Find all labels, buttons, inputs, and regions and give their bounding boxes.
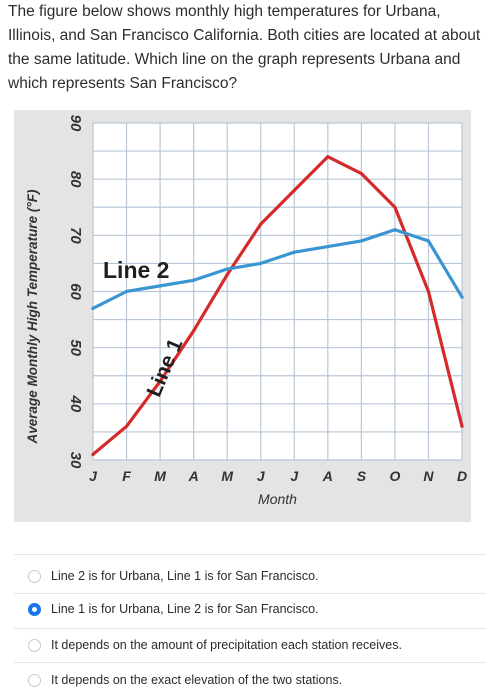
divider bbox=[14, 628, 486, 629]
radio-button-4[interactable] bbox=[28, 673, 41, 687]
temperature-chart-figure: 30 40 50 60 70 80 90 J F M A M J J A S O N D Month Average M… bbox=[14, 110, 471, 522]
series-2-point bbox=[426, 239, 431, 243]
series-1-point bbox=[158, 379, 162, 383]
series-1-point bbox=[393, 205, 397, 209]
x-tick-label: M bbox=[221, 468, 233, 484]
series-2-point bbox=[91, 306, 95, 310]
radio-button-3[interactable] bbox=[28, 638, 41, 652]
series-1-point bbox=[426, 289, 431, 294]
series-2-point bbox=[158, 284, 162, 288]
x-tick-label: D bbox=[457, 468, 467, 484]
series-2-point bbox=[460, 295, 464, 299]
x-axis-label: Month bbox=[258, 491, 297, 507]
y-tick-label: 70 bbox=[67, 227, 84, 244]
answer-option-3[interactable]: It depends on the amount of precipitatio… bbox=[20, 631, 480, 659]
x-tick-label: A bbox=[188, 468, 199, 484]
answer-option-2-label: Line 1 is for Urbana, Line 2 is for San … bbox=[51, 602, 319, 616]
x-tick-label: S bbox=[357, 468, 367, 484]
y-tick-label: 50 bbox=[67, 339, 84, 356]
series-1-point bbox=[91, 452, 95, 456]
answer-option-4-label: It depends on the exact elevation of the… bbox=[51, 673, 343, 687]
x-tick-label: J bbox=[290, 468, 299, 484]
y-tick-label: 60 bbox=[67, 283, 84, 300]
divider bbox=[14, 593, 486, 594]
radio-button-1[interactable] bbox=[28, 569, 41, 583]
x-tick-label: J bbox=[257, 468, 266, 484]
x-tick-label: A bbox=[322, 468, 333, 484]
temperature-chart: 30 40 50 60 70 80 90 J F M A M J J A S O N D Month Average M… bbox=[25, 115, 467, 507]
series-1-point bbox=[192, 329, 196, 333]
answer-option-4[interactable]: It depends on the exact elevation of the… bbox=[20, 666, 480, 694]
answer-option-3-label: It depends on the amount of precipitatio… bbox=[51, 638, 402, 652]
x-tick-label: M bbox=[154, 468, 166, 484]
x-tick-label: N bbox=[423, 468, 434, 484]
divider bbox=[14, 662, 486, 663]
series-1-point bbox=[124, 424, 129, 428]
series-2-point bbox=[326, 244, 330, 249]
series-2-point bbox=[124, 289, 129, 294]
x-tick-label: O bbox=[389, 468, 400, 484]
series-1-point bbox=[292, 188, 296, 192]
series-2-point bbox=[393, 228, 397, 232]
series-2-point bbox=[225, 267, 229, 271]
series-1-point bbox=[326, 155, 330, 159]
y-tick-label: 90 bbox=[67, 115, 84, 132]
y-tick-label: 80 bbox=[67, 171, 84, 188]
series-1-point bbox=[460, 424, 464, 428]
answer-option-1[interactable]: Line 2 is for Urbana, Line 1 is for San … bbox=[20, 562, 480, 590]
series-1-point bbox=[225, 273, 229, 277]
question-text: The figure below shows monthly high temp… bbox=[8, 3, 481, 92]
series-2-point bbox=[359, 239, 363, 243]
divider bbox=[14, 554, 486, 555]
series-2-point bbox=[192, 278, 196, 282]
series-2-point bbox=[259, 261, 263, 266]
y-axis-label: Average Monthly High Temperature (°F) bbox=[25, 189, 40, 444]
series-1-point bbox=[259, 222, 263, 226]
answer-option-2[interactable]: Line 1 is for Urbana, Line 2 is for San … bbox=[20, 595, 480, 623]
series-1-point bbox=[359, 171, 363, 176]
answer-option-1-label: Line 2 is for Urbana, Line 1 is for San … bbox=[51, 569, 319, 583]
series-2-point bbox=[292, 250, 296, 254]
radio-button-2[interactable] bbox=[28, 602, 41, 616]
series-line-2 bbox=[91, 228, 464, 310]
y-tick-label: 40 bbox=[67, 394, 84, 412]
series-label-line-2: Line 2 bbox=[103, 257, 169, 283]
x-tick-label: F bbox=[122, 468, 131, 484]
x-tick-label: J bbox=[89, 468, 98, 484]
series-line-1 bbox=[91, 155, 464, 456]
y-tick-label: 30 bbox=[67, 452, 84, 469]
